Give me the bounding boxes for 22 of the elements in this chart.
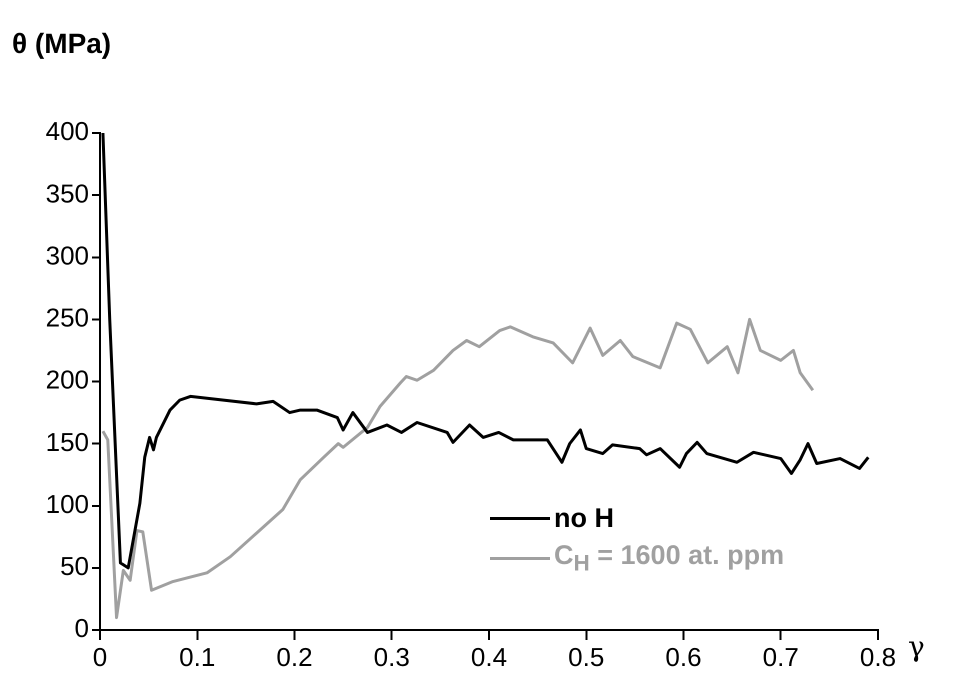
x-tick-label: 0.3 (374, 642, 410, 672)
y-tick-label: 50 (60, 551, 89, 582)
x-tick-label: 0.8 (860, 642, 896, 672)
y-axis-title: θ (MPa) (12, 28, 112, 60)
y-tick-label: 150 (46, 426, 89, 457)
y-tick-label: 200 (46, 364, 89, 395)
x-tick-label: 0.7 (762, 642, 799, 672)
y-tick-label: 100 (46, 488, 89, 519)
x-tick-label: 0.1 (179, 642, 216, 672)
x-axis-title: γ (908, 630, 925, 663)
y-tick-label: 350 (46, 178, 89, 208)
legend-label: C$_{H}$ = 1600 at. ppm (554, 540, 784, 576)
y-tick-label: 250 (46, 302, 89, 333)
x-tick-label: 0.2 (276, 642, 313, 672)
x-tick-label: 0.4 (470, 642, 508, 672)
x-tick-label: 0.5 (568, 642, 604, 672)
y-tick-label: 0 (74, 613, 89, 644)
legend-label: no H (554, 502, 614, 534)
y-tick-label: 400 (46, 116, 89, 146)
y-tick-label: 300 (46, 240, 89, 270)
x-tick-label: 0 (92, 642, 108, 672)
x-tick-label: 0.6 (665, 642, 702, 672)
